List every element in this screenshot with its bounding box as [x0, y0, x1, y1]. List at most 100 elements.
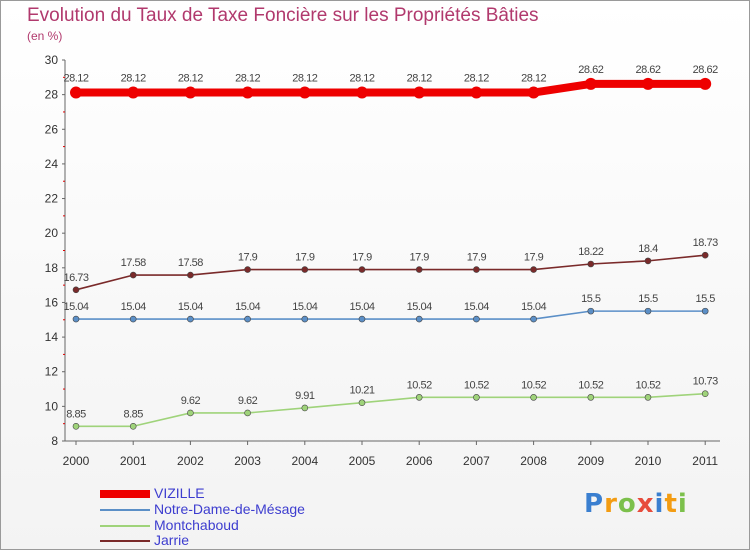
- data-point-montchaboud: [415, 394, 423, 401]
- data-point-notre-dame-de-mesage: [644, 307, 652, 315]
- data-label-montchaboud: 10.52: [635, 379, 660, 391]
- data-label-notre-dame-de-mesage: 15.5: [638, 293, 658, 305]
- data-label-montchaboud: 10.52: [464, 379, 489, 391]
- x-tick-label: 2011: [692, 454, 718, 468]
- data-point-vizille: [584, 77, 597, 90]
- logo-letter: o: [617, 489, 637, 519]
- data-point-montchaboud: [530, 394, 537, 401]
- data-label-montchaboud: 10.52: [521, 379, 546, 391]
- data-point-notre-dame-de-mesage: [72, 315, 80, 323]
- data-point-jarrie: [587, 260, 595, 268]
- x-tick-label: 2006: [406, 454, 433, 468]
- y-tick-label: 14: [45, 330, 59, 344]
- data-label-jarrie: 18.73: [693, 237, 718, 249]
- data-point-notre-dame-de-mesage: [701, 307, 709, 315]
- data-label-notre-dame-de-mesage: 15.04: [521, 301, 546, 313]
- data-point-vizille: [241, 86, 254, 99]
- data-point-montchaboud: [72, 422, 80, 430]
- data-point-notre-dame-de-mesage: [415, 315, 423, 323]
- y-tick-label: 12: [45, 365, 59, 379]
- data-point-jarrie: [473, 266, 480, 273]
- logo-letter: x: [636, 489, 655, 519]
- logo-letter: r: [604, 489, 618, 519]
- data-point-vizille: [70, 86, 82, 99]
- data-point-montchaboud: [587, 394, 595, 401]
- data-point-notre-dame-de-mesage: [358, 315, 366, 323]
- data-label-vizille: 28.12: [121, 73, 146, 85]
- data-point-jarrie: [187, 271, 194, 279]
- data-point-jarrie: [358, 266, 366, 273]
- y-tick-label: 18: [45, 261, 59, 275]
- y-tick-label: 16: [45, 295, 59, 309]
- legend-swatch-notre-dame-de-mesage: [100, 509, 150, 511]
- data-point-montchaboud: [301, 404, 309, 412]
- data-point-vizille: [699, 77, 712, 90]
- legend-swatch-montchaboud: [100, 525, 150, 527]
- data-label-jarrie: 17.9: [352, 252, 372, 264]
- legend-label-jarrie: Jarrie: [154, 532, 190, 548]
- data-label-montchaboud: 10.52: [578, 379, 603, 391]
- data-label-notre-dame-de-mesage: 15.04: [235, 301, 260, 313]
- data-point-vizille: [184, 86, 197, 99]
- x-tick-label: 2001: [120, 454, 147, 468]
- data-point-jarrie: [701, 251, 709, 259]
- series-line-jarrie: [75, 254, 706, 291]
- data-label-notre-dame-de-mesage: 15.5: [695, 293, 715, 305]
- data-point-notre-dame-de-mesage: [187, 315, 194, 323]
- data-point-jarrie: [244, 266, 251, 273]
- chart-title: Evolution du Taux de Taxe Foncière sur l…: [27, 5, 539, 26]
- data-point-notre-dame-de-mesage: [129, 315, 137, 323]
- y-axis-unit: (en %): [27, 29, 63, 43]
- proxiti-logo: Proxiti: [584, 489, 688, 519]
- data-point-montchaboud: [701, 390, 709, 398]
- data-label-montchaboud: 9.62: [238, 395, 258, 407]
- data-point-montchaboud: [358, 399, 366, 407]
- x-tick-label: 2009: [577, 454, 604, 468]
- data-label-notre-dame-de-mesage: 15.04: [349, 301, 374, 313]
- y-tick-label: 10: [45, 399, 59, 413]
- data-point-jarrie: [301, 266, 309, 273]
- x-tick-label: 2002: [177, 454, 204, 468]
- logo-letter: i: [654, 489, 665, 519]
- legend-swatch-jarrie: [100, 540, 150, 542]
- legend-label-notre-dame-de-mesage: Notre-Dame-de-Mésage: [154, 501, 305, 517]
- data-label-vizille: 28.12: [235, 73, 260, 85]
- series-line-vizille: [76, 79, 706, 97]
- data-label-montchaboud: 10.52: [407, 379, 432, 391]
- data-point-vizille: [413, 86, 426, 99]
- data-label-vizille: 28.12: [178, 73, 203, 85]
- legend-swatch-vizille: [100, 490, 150, 498]
- data-label-vizille: 28.12: [349, 73, 374, 85]
- data-point-vizille: [527, 86, 540, 99]
- data-label-jarrie: 16.73: [63, 272, 88, 284]
- data-point-montchaboud: [644, 394, 652, 401]
- data-label-vizille: 28.12: [464, 73, 489, 85]
- data-label-vizille: 28.62: [578, 64, 603, 76]
- data-label-montchaboud: 8.85: [66, 408, 86, 420]
- data-point-vizille: [470, 86, 483, 99]
- data-label-notre-dame-de-mesage: 15.04: [63, 301, 88, 313]
- x-tick-label: 2007: [463, 454, 490, 468]
- data-point-jarrie: [72, 286, 80, 294]
- data-label-notre-dame-de-mesage: 15.04: [292, 301, 317, 313]
- data-label-jarrie: 18.22: [578, 246, 603, 258]
- data-label-jarrie: 17.58: [121, 257, 146, 269]
- x-tick-label: 2005: [349, 454, 376, 468]
- data-point-montchaboud: [129, 422, 137, 430]
- data-point-notre-dame-de-mesage: [301, 315, 309, 323]
- y-tick-label: 22: [45, 192, 59, 206]
- data-label-notre-dame-de-mesage: 15.04: [407, 301, 432, 313]
- data-label-jarrie: 17.9: [409, 252, 429, 264]
- data-label-montchaboud: 10.21: [349, 385, 374, 397]
- data-point-montchaboud: [473, 394, 480, 401]
- data-label-jarrie: 17.9: [295, 252, 315, 264]
- series-line-notre-dame-de-mesage: [76, 310, 706, 320]
- logo-letter: t: [664, 489, 678, 519]
- data-point-notre-dame-de-mesage: [587, 307, 595, 315]
- data-label-notre-dame-de-mesage: 15.04: [464, 301, 489, 313]
- data-label-montchaboud: 9.91: [295, 390, 315, 402]
- data-point-jarrie: [129, 271, 137, 279]
- legend-label-vizille: VIZILLE: [154, 485, 205, 501]
- x-tick-label: 2010: [635, 454, 662, 468]
